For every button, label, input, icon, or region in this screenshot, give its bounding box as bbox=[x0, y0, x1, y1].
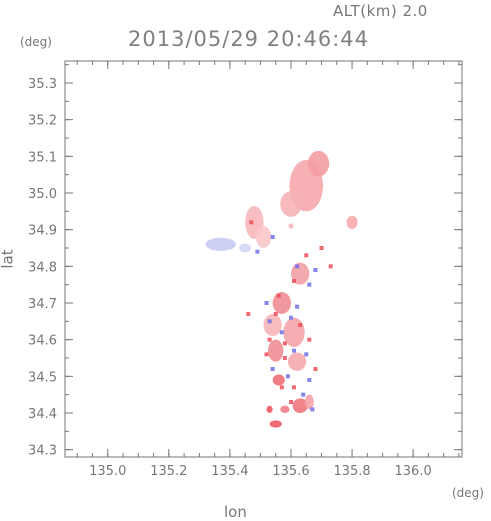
altitude-label: ALT(km) 2.0 bbox=[333, 2, 428, 20]
data-region bbox=[280, 405, 290, 414]
data-point bbox=[273, 312, 278, 316]
x-axis-unit: (deg) bbox=[452, 486, 484, 500]
data-point bbox=[313, 268, 318, 272]
chart-marks bbox=[205, 150, 358, 428]
data-region bbox=[307, 150, 330, 177]
y-tick-label: 35.2 bbox=[28, 114, 57, 129]
data-region bbox=[205, 237, 237, 251]
chart-axes: 135.0 135.2 135.4 135.6 135.8 136.0 34.3 34.4 34… bbox=[28, 60, 463, 479]
data-point bbox=[249, 220, 254, 225]
data-region bbox=[255, 226, 272, 248]
data-point bbox=[328, 264, 333, 269]
data-point bbox=[270, 235, 275, 239]
x-tick-label: 135.0 bbox=[89, 464, 126, 479]
data-point bbox=[279, 385, 284, 390]
data-region bbox=[272, 292, 291, 314]
data-point bbox=[267, 337, 272, 342]
data-point bbox=[298, 323, 303, 327]
plot-frame bbox=[64, 60, 463, 458]
data-point bbox=[295, 264, 300, 269]
data-region bbox=[266, 405, 273, 414]
y-tick-label: 34.4 bbox=[28, 407, 57, 422]
data-region bbox=[269, 420, 282, 428]
data-region bbox=[346, 215, 358, 229]
data-point bbox=[292, 348, 297, 353]
data-point bbox=[292, 385, 297, 390]
data-point bbox=[288, 400, 293, 404]
data-point bbox=[292, 279, 297, 283]
data-point bbox=[285, 374, 290, 379]
x-tick-label: 136.0 bbox=[395, 464, 432, 479]
y-tick-label: 34.7 bbox=[28, 297, 57, 312]
data-region bbox=[272, 374, 285, 386]
data-point bbox=[313, 367, 318, 371]
x-tick-label: 135.8 bbox=[333, 464, 370, 479]
y-tick-label: 34.6 bbox=[28, 334, 57, 349]
data-region bbox=[304, 394, 314, 410]
data-region bbox=[288, 223, 294, 229]
y-tick-label: 34.3 bbox=[28, 444, 57, 459]
data-point bbox=[264, 301, 269, 305]
data-point bbox=[276, 293, 281, 298]
data-point bbox=[264, 352, 269, 357]
data-point bbox=[295, 304, 300, 309]
data-point bbox=[282, 356, 287, 360]
data-region bbox=[280, 191, 302, 217]
data-point bbox=[301, 392, 306, 397]
data-region bbox=[287, 352, 307, 371]
data-point bbox=[246, 312, 251, 316]
y-axis-unit: (deg) bbox=[20, 35, 52, 49]
chart-title: 2013/05/29 20:46:44 bbox=[128, 27, 370, 51]
data-point bbox=[270, 367, 275, 371]
x-tick-label: 135.2 bbox=[150, 464, 187, 479]
data-region bbox=[268, 339, 284, 362]
data-point bbox=[255, 249, 260, 254]
data-point bbox=[307, 282, 312, 287]
data-point bbox=[279, 330, 284, 335]
data-region bbox=[292, 398, 308, 413]
y-tick-label: 35.0 bbox=[28, 187, 57, 202]
y-tick-label: 35.1 bbox=[28, 150, 57, 165]
data-region bbox=[263, 314, 282, 336]
data-point bbox=[310, 407, 315, 412]
data-point bbox=[319, 246, 324, 250]
y-tick-label: 35.3 bbox=[28, 77, 57, 92]
x-tick-label: 135.4 bbox=[211, 464, 248, 479]
data-point bbox=[307, 337, 312, 342]
data-point bbox=[282, 341, 287, 346]
data-point bbox=[304, 352, 309, 357]
x-tick-label: 135.6 bbox=[272, 464, 309, 479]
data-point bbox=[307, 378, 312, 382]
data-point bbox=[304, 253, 309, 258]
data-region bbox=[239, 243, 252, 253]
y-tick-label: 34.9 bbox=[28, 224, 57, 239]
y-tick-label: 34.5 bbox=[28, 370, 57, 385]
y-tick-label: 34.8 bbox=[28, 260, 57, 275]
data-point bbox=[267, 319, 272, 324]
x-axis-label: lon bbox=[224, 503, 247, 521]
data-point bbox=[288, 315, 293, 320]
